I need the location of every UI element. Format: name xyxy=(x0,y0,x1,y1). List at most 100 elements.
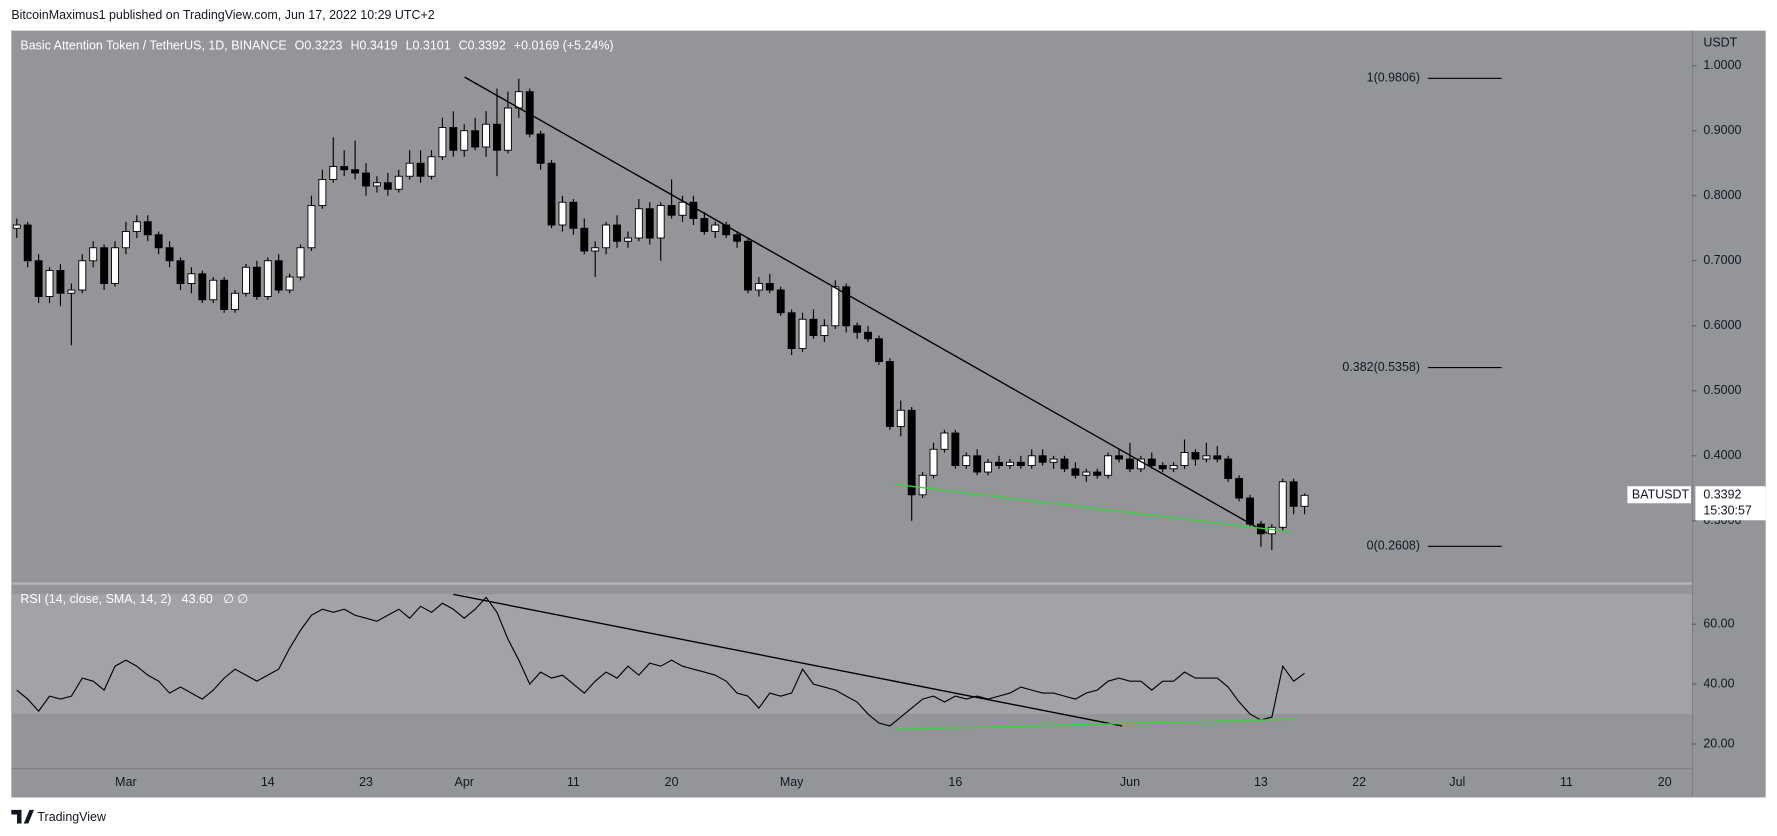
candle-body xyxy=(1213,455,1222,460)
ohlc-value: 0.3101 xyxy=(413,39,451,53)
candle-body xyxy=(700,218,709,232)
candle-body xyxy=(678,201,687,216)
candle-body xyxy=(503,107,512,151)
candle-body xyxy=(754,283,763,291)
candle-body xyxy=(1246,497,1254,525)
candle-body xyxy=(885,361,894,427)
candle-body xyxy=(1049,458,1058,463)
candle-body xyxy=(405,162,414,177)
candle-body xyxy=(918,474,927,496)
x-tick-label: 14 xyxy=(261,775,275,789)
candle-body xyxy=(307,205,316,249)
candle-body xyxy=(198,273,207,301)
candle-body xyxy=(143,221,152,236)
candle-body xyxy=(809,318,818,336)
candle-body xyxy=(1224,458,1233,479)
x-tick-label: 11 xyxy=(1560,775,1573,789)
candle-body xyxy=(896,409,905,427)
candle-body xyxy=(798,318,807,349)
candle-body xyxy=(383,182,392,190)
candle-body xyxy=(372,182,381,187)
candle-body xyxy=(187,273,196,284)
candle-body xyxy=(907,409,916,496)
fib-label: 0(0.2608) xyxy=(1367,539,1420,553)
published-line: BitcoinMaximus1 published on TradingView… xyxy=(11,8,434,22)
candle-body xyxy=(242,266,250,294)
candle-body xyxy=(940,432,949,450)
x-tick-label: 23 xyxy=(359,775,373,789)
candle-body xyxy=(438,127,447,158)
support-line xyxy=(895,483,1293,533)
rsi-support-line xyxy=(895,718,1296,731)
candle-body xyxy=(78,260,87,291)
candle-body xyxy=(318,179,327,206)
y-tick-label: 20.00 xyxy=(1703,736,1734,750)
candle-body xyxy=(613,224,621,242)
candle-body xyxy=(875,338,883,362)
candle-body xyxy=(558,201,567,226)
candle-body xyxy=(623,237,632,242)
candle-body xyxy=(482,123,491,148)
candle-body xyxy=(220,279,229,310)
candle-body xyxy=(1300,494,1309,507)
candle-body xyxy=(329,166,338,180)
chart-legend: Basic Attention Token / TetherUS, 1D, BI… xyxy=(20,39,613,53)
candle-body xyxy=(449,127,458,151)
rsi-trend-line xyxy=(453,593,1123,727)
candle-body xyxy=(667,205,676,216)
candle-body xyxy=(111,247,119,284)
x-tick-label: Jul xyxy=(1449,775,1465,789)
ohlc-key: C xyxy=(459,39,468,53)
y-tick-label: 0.4000 xyxy=(1703,448,1741,462)
candle-body xyxy=(1115,455,1123,460)
y-tick-label: 0.7000 xyxy=(1703,253,1741,267)
candle-body xyxy=(252,266,261,297)
candle-body xyxy=(973,455,982,473)
candle-body xyxy=(962,455,971,466)
symbol-tag-label: BATUSDT xyxy=(1632,488,1690,502)
ohlc-key: L xyxy=(406,39,413,53)
rsi-value: 43.60 xyxy=(182,592,213,606)
y-tick-label: 0.9000 xyxy=(1703,123,1741,137)
candle-body xyxy=(634,208,643,239)
x-tick-label: 16 xyxy=(948,775,962,789)
symbol-tag xyxy=(1627,486,1691,504)
candle-body xyxy=(1158,465,1167,470)
x-tick-label: Mar xyxy=(115,775,136,789)
candle-body xyxy=(951,432,960,466)
candle-body xyxy=(1191,452,1200,460)
candle-body xyxy=(547,162,556,226)
candle-body xyxy=(744,240,752,291)
candle-body xyxy=(1071,468,1080,476)
x-tick-label: 22 xyxy=(1352,775,1366,789)
candle-body xyxy=(1104,455,1113,476)
ohlc-key: O xyxy=(295,39,305,53)
candle-body xyxy=(1278,481,1287,528)
candle-body xyxy=(776,289,785,314)
candle-body xyxy=(394,175,403,190)
x-tick-label: Apr xyxy=(455,775,474,789)
candle-body xyxy=(132,221,141,232)
countdown-label: 15:30:57 xyxy=(1703,503,1752,517)
candle-body xyxy=(514,91,523,109)
brand-logo xyxy=(11,809,34,824)
candle-body xyxy=(121,231,130,249)
candle-body xyxy=(536,133,545,164)
rsi-title: RSI (14, close, SMA, 14, 2) xyxy=(20,592,171,606)
candle-body xyxy=(853,325,862,333)
candle-body xyxy=(733,234,742,242)
fib-label: 0.382(0.5358) xyxy=(1342,360,1420,374)
candle-body xyxy=(231,292,240,310)
logo-icon xyxy=(11,809,34,824)
candle-body xyxy=(656,205,665,239)
candle-body xyxy=(1038,455,1047,463)
candle-body xyxy=(209,279,218,301)
x-tick-label: 11 xyxy=(567,775,580,789)
marks: Mar1423Apr1120May16Jun1322Jul11200.30000… xyxy=(12,58,1766,789)
candle-body xyxy=(689,201,698,219)
x-tick-label: 20 xyxy=(1658,775,1672,789)
candle-body xyxy=(427,156,436,177)
candle-body xyxy=(1289,481,1298,507)
